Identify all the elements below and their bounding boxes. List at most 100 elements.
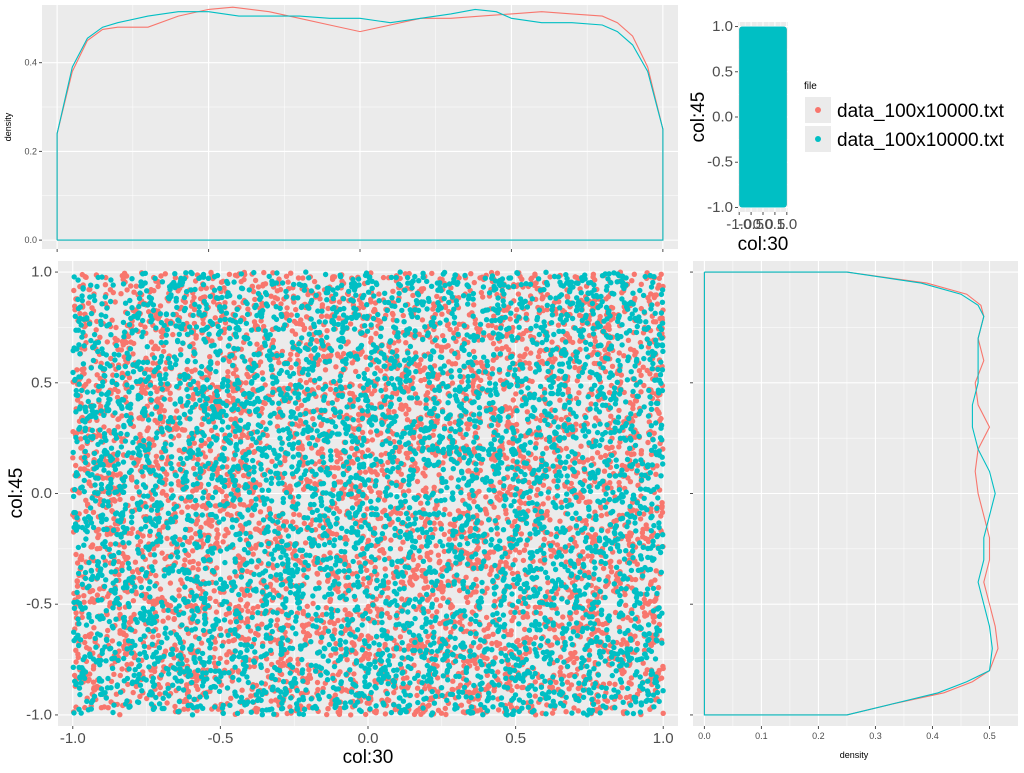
scatter-point [363,712,368,717]
scatter-point [604,445,609,450]
scatter-point [639,282,644,287]
scatter-point [215,361,220,366]
scatter-point [607,681,612,686]
scatter-point [490,632,495,637]
scatter-point [608,564,613,569]
scatter-point [415,686,420,691]
scatter-point [524,346,529,351]
scatter-point [75,560,80,565]
scatter-point [75,584,80,589]
scatter-point [557,519,562,524]
scatter-point [414,567,419,572]
scatter-point [296,446,301,451]
scatter-point [256,521,261,526]
scatter-point [319,314,324,319]
scatter-point [191,559,196,564]
scatter-point [96,432,101,437]
scatter-point [333,364,338,369]
scatter-point [233,434,238,439]
scatter-point [228,696,233,701]
scatter-point [385,697,390,702]
scatter-point [522,547,527,552]
scatter-point [652,295,657,300]
scatter-point [403,340,408,345]
scatter-point [184,658,189,663]
scatter-point [293,307,298,312]
scatter-point [380,547,385,552]
scatter-point [316,580,321,585]
scatter-point [652,431,657,436]
scatter-point [105,628,110,633]
scatter-point [196,567,201,572]
scatter-point [578,444,583,449]
scatter-point [477,275,482,280]
scatter-point [276,360,281,365]
scatter-point [332,474,337,479]
scatter-point [549,554,554,559]
scatter-point [647,599,652,604]
scatter-point [115,417,120,422]
scatter-point [81,366,86,371]
scatter-point [418,712,423,717]
scatter-point [425,585,430,590]
scatter-point [521,354,526,359]
scatter-point [509,628,514,633]
scatter-point [245,306,250,311]
scatter-point [491,688,496,693]
scatter-point [243,380,248,385]
scatter-point [429,271,434,276]
scatter-point [91,685,96,690]
scatter-point [398,406,403,411]
scatter-point [382,642,387,647]
scatter-point [481,627,486,632]
scatter-point [299,403,304,408]
scatter-point [637,368,642,373]
scatter-point [632,296,637,301]
scatter-point [119,666,124,671]
scatter-point [552,627,557,632]
scatter-point [324,605,329,610]
scatter-point [450,687,455,692]
scatter-point [514,684,519,689]
scatter-point [607,327,612,332]
scatter-point [351,641,356,646]
scatter-point [239,688,244,693]
scatter-point [226,649,231,654]
scatter-point [590,274,595,279]
scatter-point [108,542,113,547]
scatter-point [550,684,555,689]
scatter-point [111,290,116,295]
scatter-point [207,354,212,359]
scatter-point [635,641,640,646]
scatter-point [495,531,500,536]
scatter-point [414,400,419,405]
scatter-point [633,350,638,355]
scatter-point [335,618,340,623]
scatter-point [643,671,648,676]
scatter-point [569,594,574,599]
scatter-point [95,535,100,540]
scatter-point [168,580,173,585]
scatter-point [111,497,116,502]
scatter-point [436,708,441,713]
scatter-point [106,705,111,710]
scatter-point [256,284,261,289]
scatter-point [201,541,206,546]
scatter-point [536,354,541,359]
scatter-point [288,271,293,276]
scatter-point [482,507,487,512]
scatter-point [300,322,305,327]
scatter-point [521,615,526,620]
scatter-point [401,313,406,318]
scatter-point [375,472,380,477]
scatter-point [245,569,250,574]
scatter-point [201,321,206,326]
scatter-point [555,542,560,547]
scatter-point [651,615,656,620]
scatter-point [622,592,627,597]
scatter-point [282,458,287,463]
scatter-point [621,353,626,358]
scatter-point [491,358,496,363]
scatter-point [522,627,527,632]
